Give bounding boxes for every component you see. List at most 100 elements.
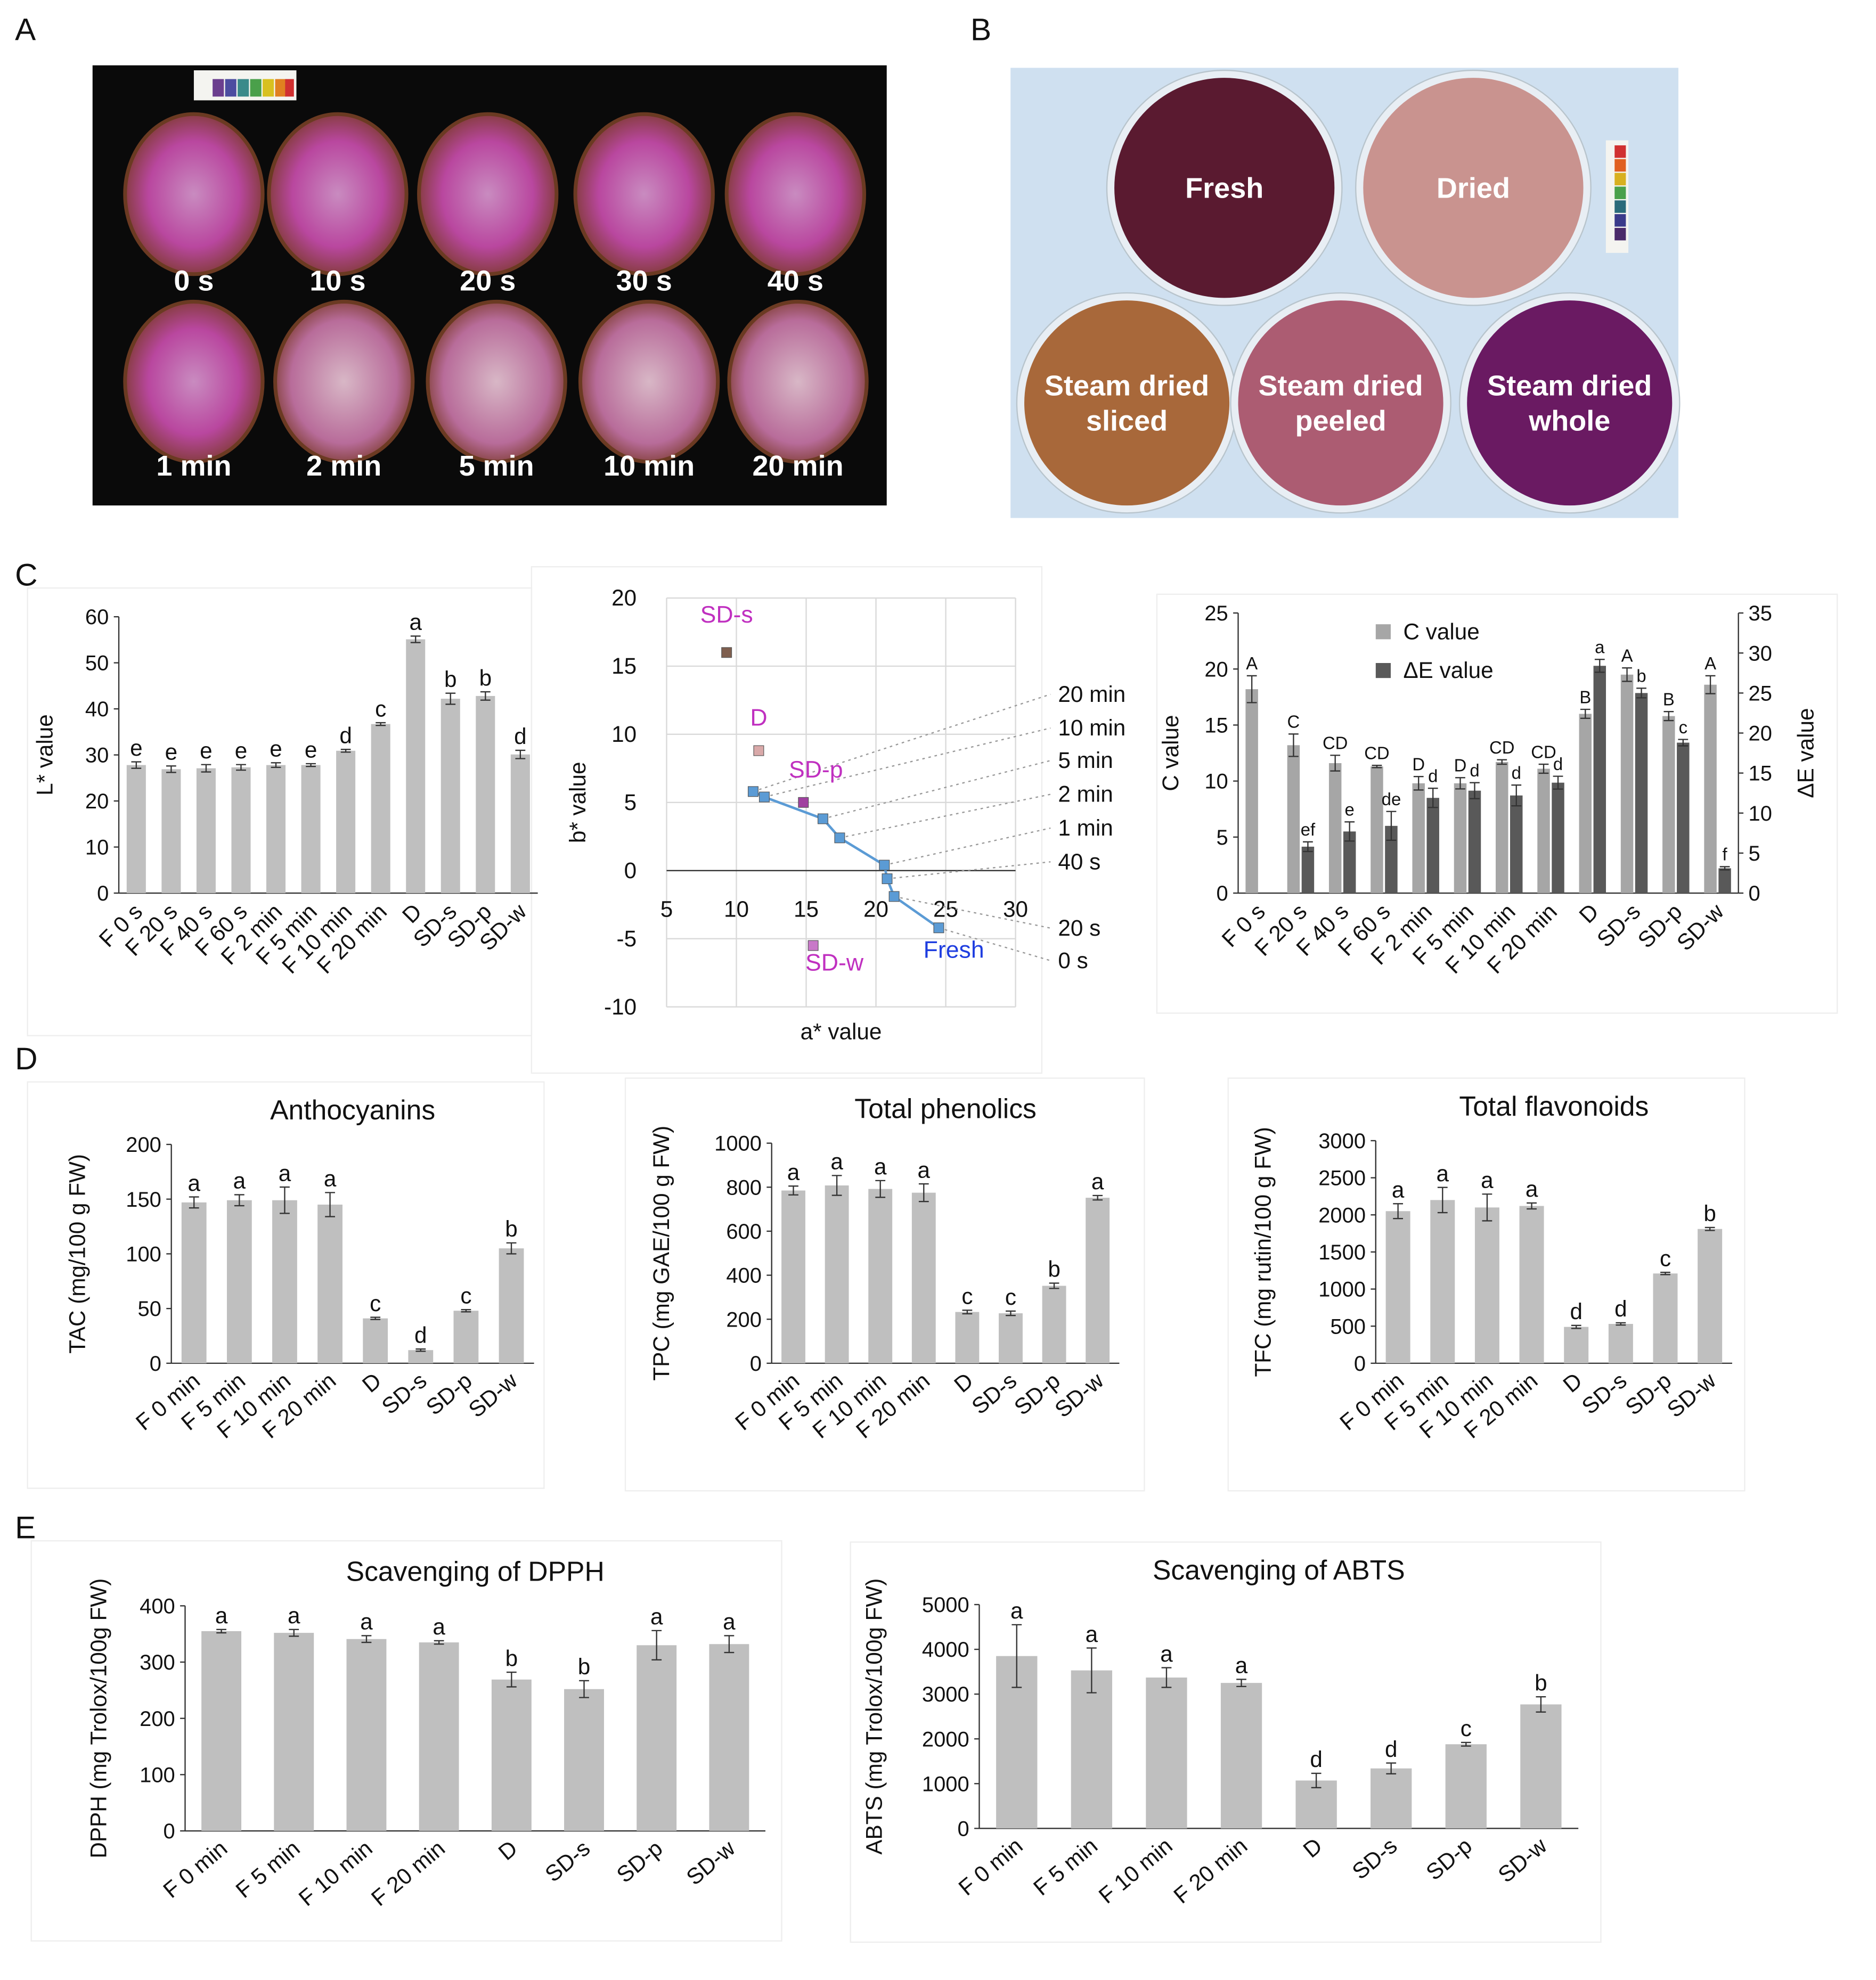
- point-label: 10 min: [1058, 715, 1125, 740]
- y-tick-label: 500: [1330, 1315, 1366, 1338]
- significance-letter: c: [1005, 1284, 1016, 1310]
- x-tick-label: 30: [1003, 897, 1028, 922]
- significance-letter: c: [370, 1291, 381, 1316]
- x-tick-label: F 0 min: [954, 1833, 1027, 1901]
- sample-label: sliced: [1086, 405, 1168, 437]
- significance-letter: de: [1382, 789, 1401, 809]
- y-tick-label: 10: [85, 836, 109, 860]
- error-bar: [131, 761, 142, 769]
- y-tick-label: 2500: [1318, 1167, 1366, 1190]
- error-bar: [1511, 784, 1522, 807]
- error-bar: [1386, 811, 1397, 841]
- sample: [1467, 300, 1673, 506]
- x-tick-label: SD-w: [1493, 1832, 1552, 1887]
- bar: [201, 1631, 242, 1831]
- x-tick-label: SD-w: [1050, 1368, 1108, 1422]
- sample-label: whole: [1528, 405, 1610, 437]
- bar: [1468, 790, 1481, 894]
- bar: [196, 768, 216, 894]
- point: [758, 791, 770, 803]
- panel-label: E: [15, 1511, 36, 1545]
- point-label: 40 s: [1058, 849, 1100, 874]
- significance-letter: d: [339, 723, 352, 748]
- point: [879, 860, 890, 871]
- bar: [1564, 1327, 1589, 1363]
- x-tick-label: F 5 min: [1029, 1833, 1102, 1901]
- significance-letter: d: [1614, 1296, 1627, 1321]
- significance-letter: d: [1570, 1299, 1583, 1324]
- error-bar: [1092, 1194, 1103, 1201]
- error-bar: [1719, 866, 1730, 871]
- bar: [1510, 795, 1523, 894]
- x-tick-label: SD-w: [1662, 1368, 1721, 1422]
- y-tick-label: 0: [624, 858, 637, 883]
- error-bar: [1437, 1187, 1448, 1214]
- y-tick-label: 20: [611, 585, 637, 610]
- error-bar: [1571, 1324, 1581, 1329]
- bar: [825, 1185, 849, 1363]
- x-tick-label: 15: [794, 897, 819, 922]
- y-tick-label: 50: [138, 1297, 161, 1321]
- significance-letter: A: [1246, 653, 1258, 673]
- error-bar: [515, 749, 526, 759]
- significance-letter: a: [288, 1603, 300, 1628]
- bar: [1245, 689, 1258, 894]
- y2-tick-label: 25: [1749, 682, 1772, 705]
- error-bar: [201, 764, 211, 773]
- sample-label: Dried: [1437, 173, 1510, 204]
- error-bar: [1470, 782, 1480, 799]
- y-tick-label: 0: [750, 1352, 762, 1376]
- bar-chart: C value 0 5 10 15 20 25 ΔE value 0 5 10 15 20 25 30 35 A…: [1158, 602, 1818, 978]
- significance-letter: B: [1663, 689, 1675, 709]
- leader-line: [939, 927, 1051, 961]
- error-bar: [1536, 1696, 1546, 1713]
- x-tick-label: D: [1298, 1833, 1327, 1863]
- significance-letter: a: [1437, 1161, 1449, 1186]
- sample-label: Steam dried: [1487, 370, 1652, 402]
- bar: [226, 1200, 252, 1363]
- bar: [1220, 1683, 1262, 1829]
- significance-letter: a: [1481, 1168, 1494, 1193]
- y-axis-label: TAC (mg/100 g FW): [65, 1154, 90, 1354]
- significance-letter: B: [1579, 687, 1591, 707]
- significance-letter: C: [1287, 712, 1300, 732]
- y-tick-label: 2000: [1318, 1204, 1366, 1227]
- bar: [231, 767, 251, 894]
- bar: [637, 1645, 677, 1831]
- bar-chart: Anthocyanins TAC (mg/100 g FW) 0 50 100 150 20…: [65, 1094, 534, 1443]
- y-tick-label: 15: [611, 653, 637, 678]
- y-tick-label: 2000: [922, 1728, 969, 1751]
- sample-label: Fresh: [1185, 173, 1263, 204]
- error-bar: [1330, 755, 1341, 772]
- error-bar: [1553, 775, 1563, 790]
- x-tick-label: D: [357, 1368, 386, 1397]
- significance-letter: a: [918, 1157, 931, 1182]
- bar: [419, 1642, 459, 1831]
- error-bar: [410, 635, 421, 643]
- panel-label: A: [15, 13, 36, 47]
- x-tick-label: SD-s: [1347, 1833, 1401, 1884]
- slice-label: 20 s: [460, 265, 516, 297]
- significance-letter: a: [279, 1160, 291, 1185]
- error-bar: [340, 749, 351, 753]
- bar: [1552, 782, 1564, 894]
- sample: [1363, 78, 1584, 298]
- point: [753, 745, 764, 756]
- error-bar: [579, 1680, 589, 1698]
- series-label: SD-s: [700, 602, 753, 628]
- y-tick-label: 200: [126, 1133, 161, 1157]
- point: [808, 940, 819, 951]
- chart-title: Anthocyanins: [270, 1094, 435, 1125]
- bar: [1537, 768, 1550, 894]
- error-bar: [480, 691, 491, 701]
- error-bar: [234, 1194, 244, 1207]
- error-bar: [370, 1316, 381, 1320]
- significance-letter: a: [1595, 637, 1605, 657]
- error-bar: [875, 1180, 886, 1198]
- x-tick-label: D: [1558, 1368, 1587, 1397]
- error-bar: [1622, 667, 1632, 682]
- error-bar: [1538, 763, 1549, 774]
- bar: [1146, 1678, 1187, 1829]
- bar: [1635, 693, 1648, 894]
